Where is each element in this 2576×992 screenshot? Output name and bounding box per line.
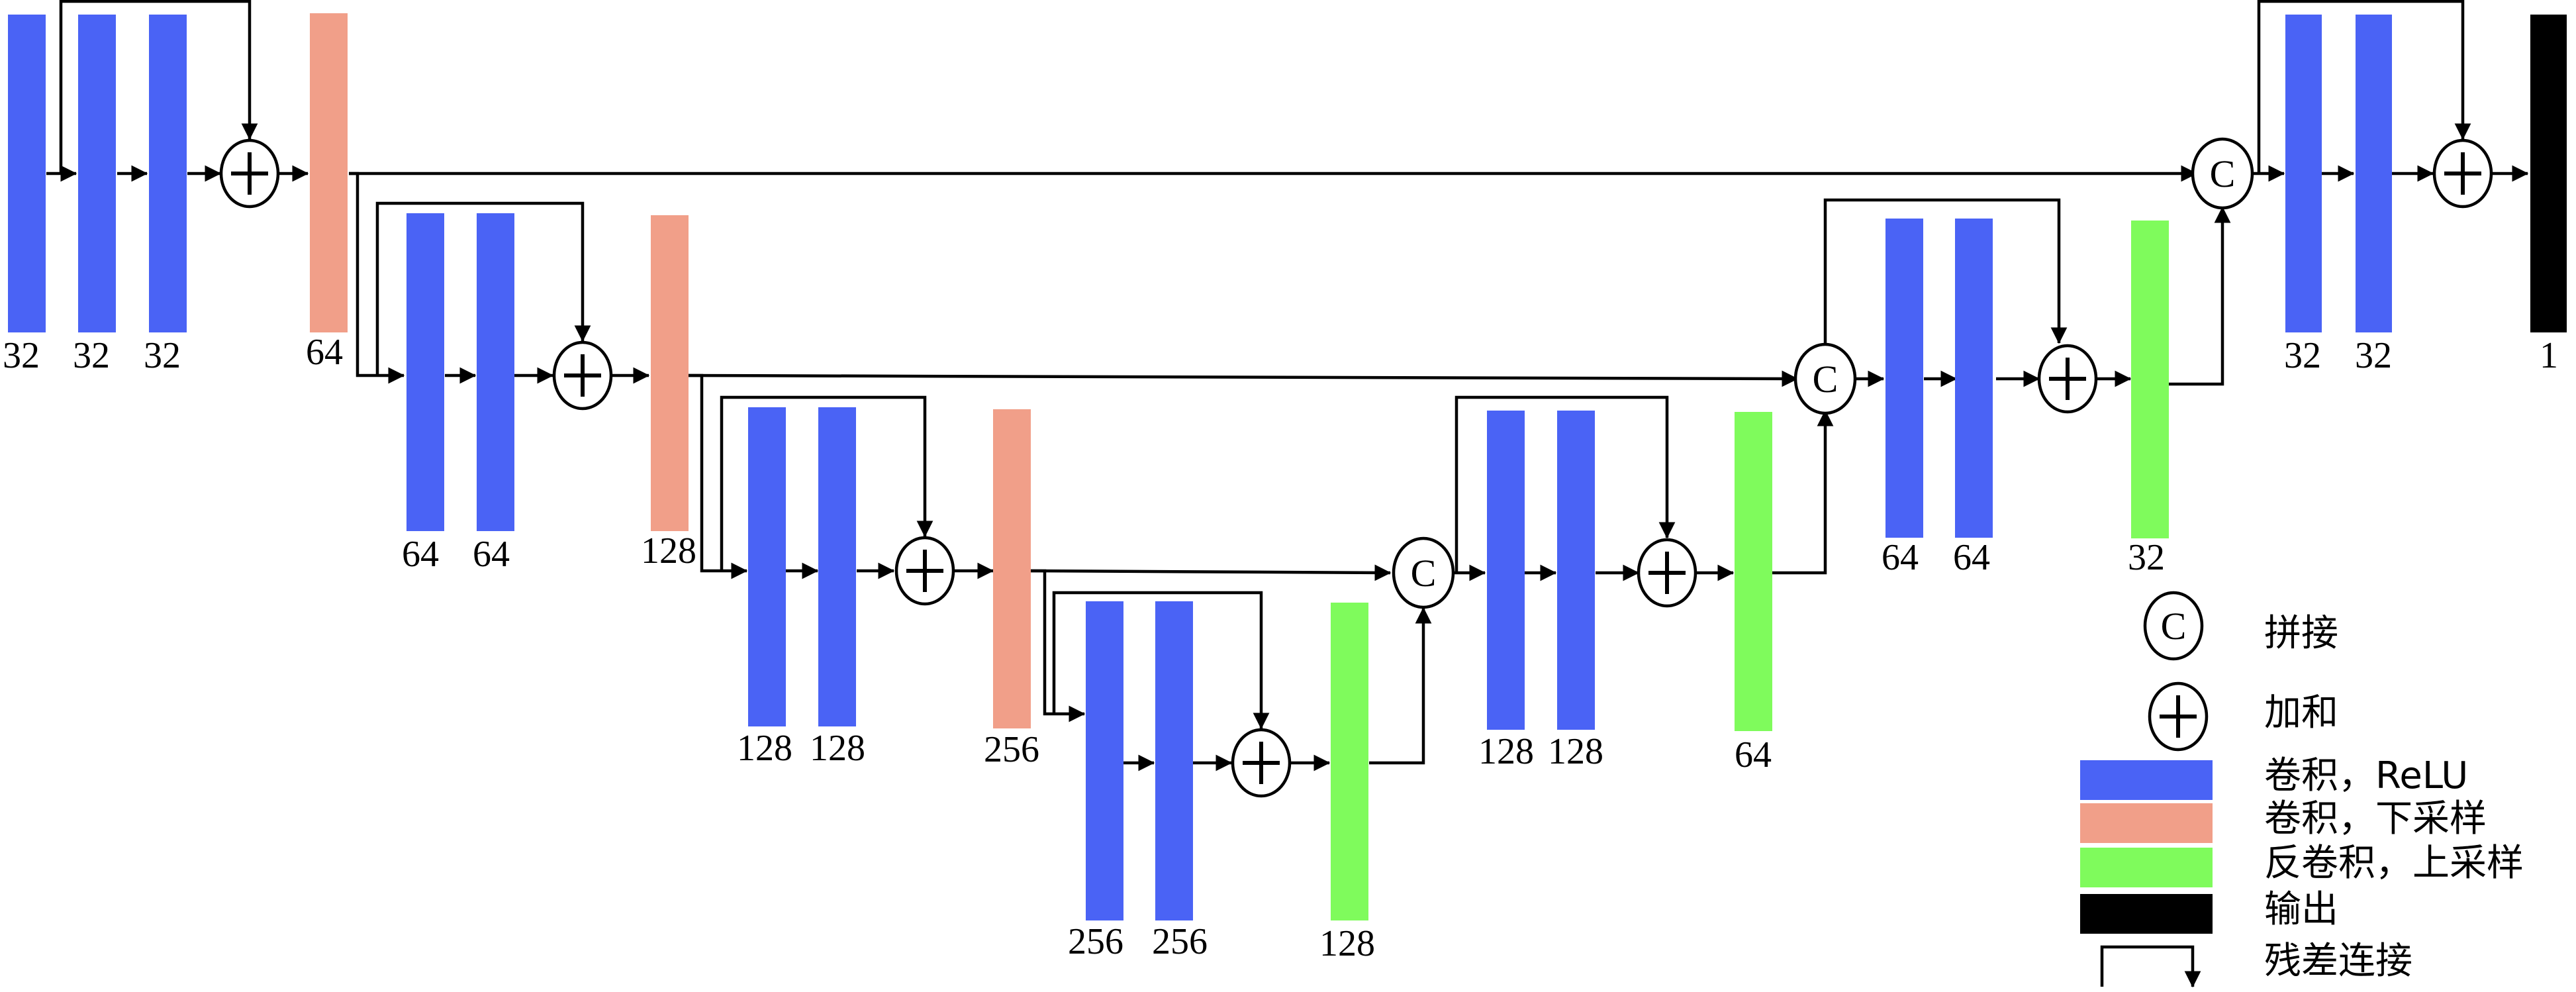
label-b2: 32 xyxy=(73,335,110,376)
block-b7 xyxy=(818,407,856,726)
block-b14 xyxy=(2285,15,2322,332)
label-b5: 64 xyxy=(473,534,510,575)
downsample-arrow-2 xyxy=(689,373,748,579)
legend-residual-arrow xyxy=(2100,945,2201,988)
label-u1: 128 xyxy=(1319,923,1375,964)
label-b3: 32 xyxy=(144,335,181,376)
block-u1 xyxy=(1331,603,1368,920)
label-d1: 64 xyxy=(306,332,343,373)
legend: C 拼接 加和 卷积，ReLU 卷积，下采样 反卷积，上采样 输出 残差连接 xyxy=(2080,591,2524,988)
concat-operators: C C C xyxy=(1392,137,2254,609)
residual-connection-7 xyxy=(2257,0,2471,174)
sum-node xyxy=(1231,728,1292,798)
residual-connection-2 xyxy=(375,201,591,375)
legend-sum: 加和 xyxy=(2148,681,2338,752)
legend-sum-label: 加和 xyxy=(2264,691,2338,734)
block-b3 xyxy=(149,15,187,332)
label-b6: 128 xyxy=(737,728,792,769)
skip-connection-2 xyxy=(688,370,1799,387)
concat-symbol: C xyxy=(2210,152,2236,195)
residual-connection-4 xyxy=(1052,591,1270,730)
label-b1: 32 xyxy=(3,335,40,376)
legend-conv-relu-label: 卷积，ReLU xyxy=(2264,754,2468,797)
concat-symbol: C xyxy=(1813,358,1838,401)
label-u3: 32 xyxy=(2128,537,2165,578)
concat-node: C xyxy=(1392,536,1455,609)
block-u3 xyxy=(2131,221,2169,538)
downsample-arrow-1 xyxy=(349,172,405,384)
label-b12: 64 xyxy=(1882,537,1919,578)
label-b9: 256 xyxy=(1152,921,1208,962)
block-b2 xyxy=(78,15,116,332)
sum-node xyxy=(219,138,280,209)
legend-swatch-conv-down xyxy=(2080,803,2213,843)
block-b11 xyxy=(1557,411,1595,730)
label-u2: 64 xyxy=(1735,734,1772,775)
sum-node xyxy=(2037,344,2098,414)
block-output xyxy=(2530,15,2567,332)
legend-concat-label: 拼接 xyxy=(2264,612,2338,655)
label-b8: 256 xyxy=(1068,921,1123,962)
sum-operators xyxy=(219,138,2493,798)
label-b15: 32 xyxy=(2355,335,2392,376)
block-b6 xyxy=(748,407,786,726)
legend-concat: C 拼接 xyxy=(2143,591,2338,661)
concat-node: C xyxy=(2191,137,2254,210)
block-b1 xyxy=(8,15,46,332)
label-d3: 256 xyxy=(984,729,1039,770)
legend-swatch-output xyxy=(2080,894,2213,934)
label-b4: 64 xyxy=(402,534,439,575)
legend-swatch-conv-relu xyxy=(2080,760,2213,800)
block-d2 xyxy=(651,215,689,531)
block-b12 xyxy=(1885,219,1923,538)
sum-node xyxy=(894,536,955,606)
upsample-arrow-3 xyxy=(2169,206,2231,386)
block-b4 xyxy=(406,213,444,531)
label-output: 1 xyxy=(2540,335,2558,376)
block-d3 xyxy=(993,409,1031,728)
sum-node xyxy=(552,340,613,411)
label-b10: 128 xyxy=(1478,731,1534,772)
channel-labels: 32 32 32 64 64 64 128 128 128 256 256 25… xyxy=(3,332,2558,964)
legend-conv-down-label: 卷积，下采样 xyxy=(2264,797,2487,840)
upsample-arrow-1 xyxy=(1369,607,1432,765)
block-u2 xyxy=(1735,412,1772,731)
legend-swatch-deconv-up xyxy=(2080,848,2213,887)
skip-connection-3 xyxy=(1030,564,1392,581)
concat-symbol: C xyxy=(1411,552,1437,595)
block-b9 xyxy=(1155,601,1193,920)
residual-connection-5 xyxy=(1455,395,1676,573)
label-b14: 32 xyxy=(2284,335,2321,376)
concat-symbol: C xyxy=(2161,605,2187,648)
block-b5 xyxy=(477,213,514,531)
residual-connection-1 xyxy=(59,0,258,174)
concat-node: C xyxy=(1793,342,1857,415)
residual-connection-3 xyxy=(720,395,933,571)
block-b15 xyxy=(2356,15,2392,332)
block-d1 xyxy=(310,13,348,332)
label-d2: 128 xyxy=(641,530,696,571)
block-b13 xyxy=(1955,219,1993,538)
label-b7: 128 xyxy=(810,728,865,769)
block-b8 xyxy=(1086,601,1123,920)
upsample-arrow-2 xyxy=(1772,409,1834,575)
legend-deconv-up-label: 反卷积，上采样 xyxy=(2264,842,2524,885)
legend-residual-label: 残差连接 xyxy=(2264,940,2412,983)
label-b13: 64 xyxy=(1953,537,1990,578)
sum-node xyxy=(2432,138,2493,209)
label-b11: 128 xyxy=(1548,731,1603,772)
legend-output-label: 输出 xyxy=(2264,888,2338,931)
connection-lines xyxy=(46,0,2529,771)
block-b10 xyxy=(1487,411,1525,730)
downsample-arrow-3 xyxy=(1031,569,1086,722)
sum-node xyxy=(1637,538,1697,608)
residual-connection-6 xyxy=(1823,198,2068,348)
network-blocks xyxy=(8,13,2567,920)
